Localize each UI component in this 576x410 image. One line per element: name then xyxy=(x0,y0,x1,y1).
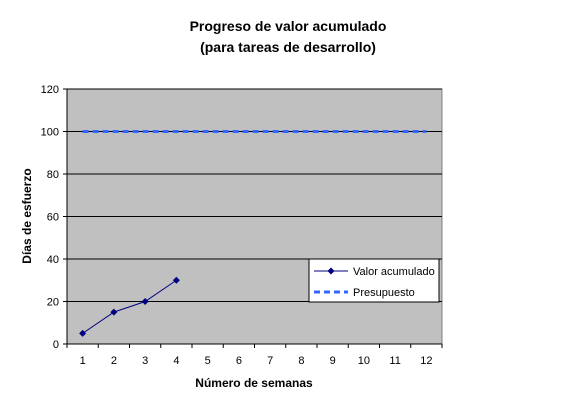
x-tick-label: 10 xyxy=(358,355,370,367)
y-tick-label: 100 xyxy=(41,127,59,139)
data-point-valor-acumulado xyxy=(141,298,149,305)
x-tick-label: 4 xyxy=(173,355,179,367)
legend-label-presupuesto: Presupuesto xyxy=(353,287,415,299)
y-tick-label: 40 xyxy=(47,254,59,266)
y-tick-label: 0 xyxy=(53,339,59,351)
x-tick-label: 12 xyxy=(420,355,432,367)
x-tick-label: 6 xyxy=(236,355,242,367)
data-point-valor-acumulado xyxy=(79,329,87,337)
series-line-valor-acumulado xyxy=(82,279,177,334)
x-tick-label: 2 xyxy=(111,355,117,367)
x-tick-label: 7 xyxy=(267,355,273,367)
legend-label-valor: Valor acumulado xyxy=(353,266,435,278)
data-point-valor-acumulado xyxy=(110,308,118,316)
legend-box xyxy=(308,258,440,303)
series xyxy=(79,130,427,337)
x-tick-label: 9 xyxy=(330,355,336,367)
chart-subtitle: (para tareas de desarrollo) xyxy=(200,39,376,55)
y-axis-title: Días de esfuerzo xyxy=(20,168,34,263)
y-tick-labels: 0 20 40 60 80 100 120 xyxy=(41,84,59,351)
x-axis-title: Número de semanas xyxy=(195,376,313,390)
chart-title: Progreso de valor acumulado xyxy=(190,18,387,34)
legend-marker-valor xyxy=(327,267,335,275)
y-tick-label: 120 xyxy=(41,84,59,96)
y-tick-label: 20 xyxy=(47,297,59,309)
data-point-valor-acumulado xyxy=(172,276,180,284)
x-tick-labels: 1 2 3 4 5 6 7 8 9 10 11 12 xyxy=(80,355,433,367)
x-tick-label: 11 xyxy=(389,355,400,367)
x-tick-label: 5 xyxy=(205,355,211,367)
legend: Valor acumulado Presupuesto xyxy=(308,258,440,303)
y-tick-label: 60 xyxy=(47,212,59,224)
x-tick-label: 3 xyxy=(142,355,148,367)
x-tick-label: 1 xyxy=(80,355,86,367)
axes xyxy=(63,88,443,348)
x-tick-label: 8 xyxy=(298,355,304,367)
y-tick-label: 80 xyxy=(47,169,59,181)
